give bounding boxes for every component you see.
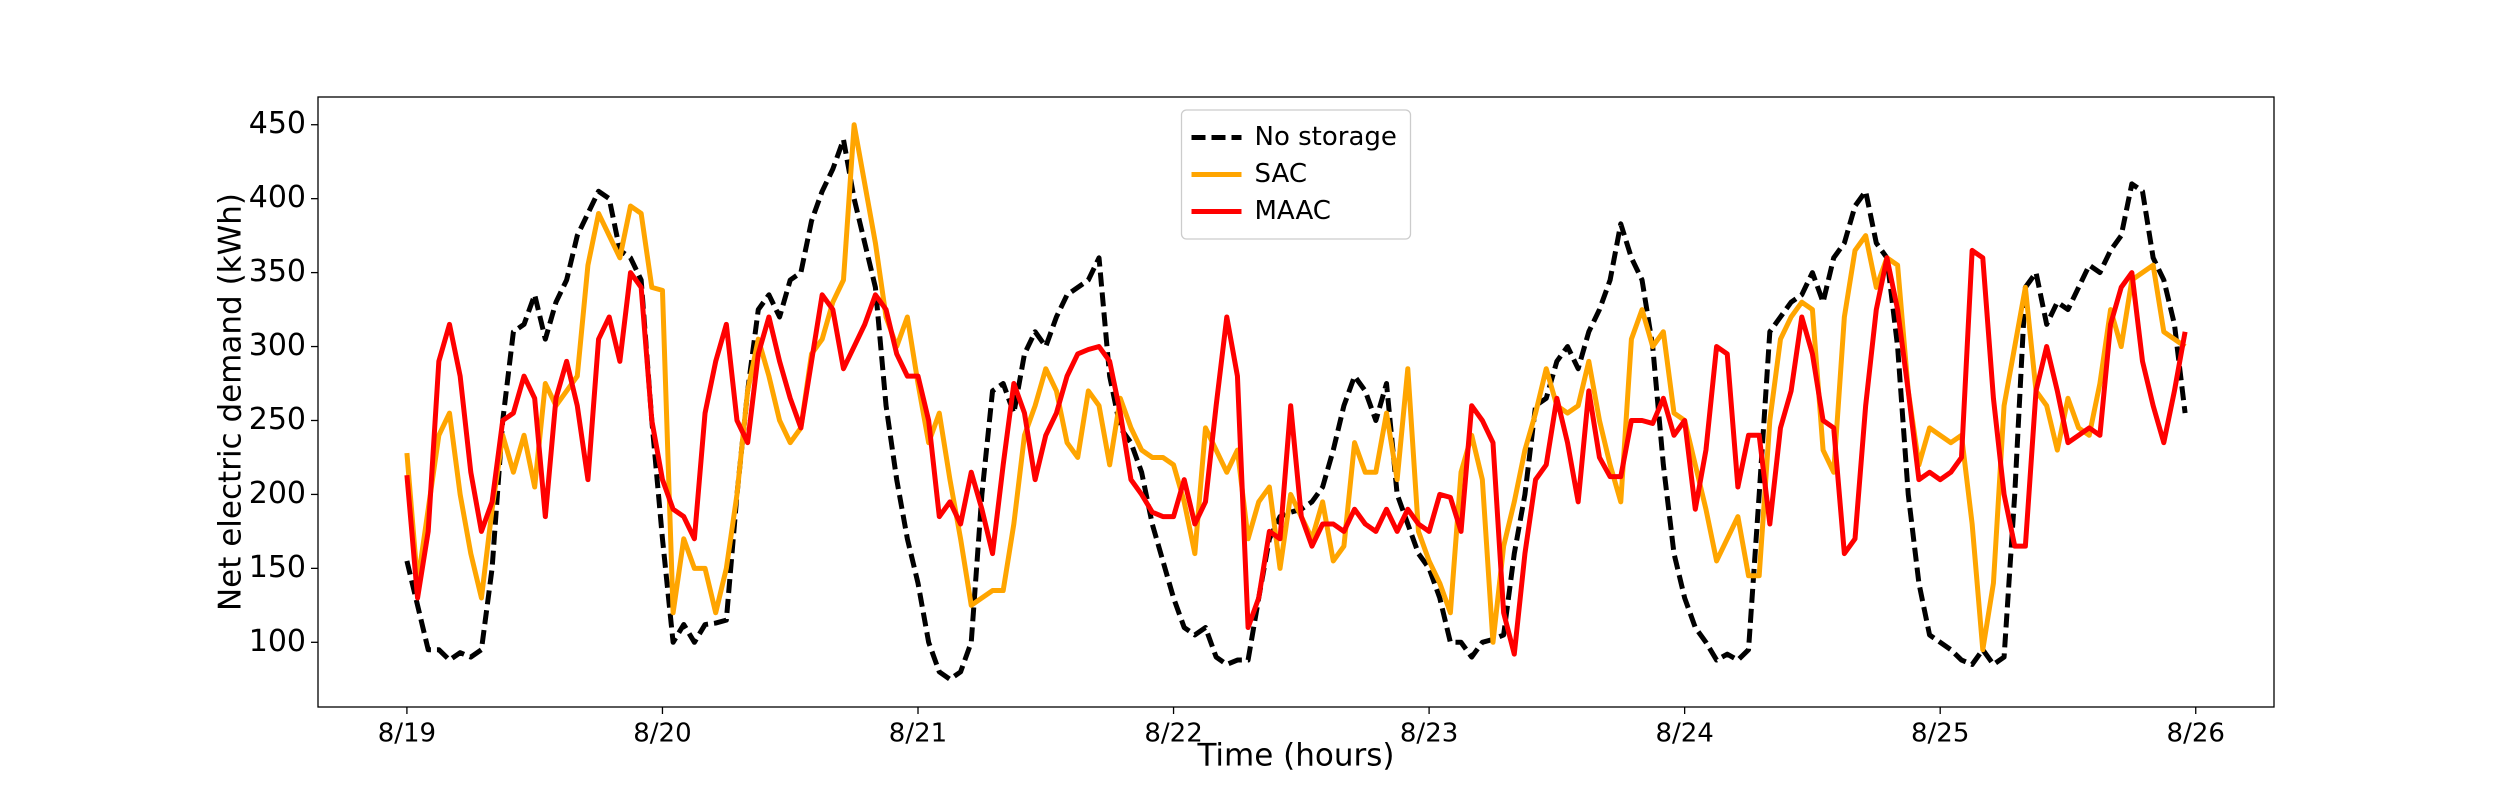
x-axis-label: Time (hours) (1196, 738, 1394, 774)
y-tick-label: 450 (249, 106, 306, 141)
y-tick-label: 200 (249, 476, 306, 511)
y-tick-label: 250 (249, 402, 306, 437)
y-tick-label: 300 (249, 328, 306, 363)
x-tick-label: 8/22 (1144, 719, 1202, 749)
legend: No storage SAC MAAC (1180, 109, 1412, 240)
x-tick-label: 8/19 (378, 719, 436, 749)
legend-box (1180, 109, 1412, 240)
legend-label: SAC (1255, 159, 1307, 189)
y-tick-label: 150 (249, 550, 306, 585)
legend-label: MAAC (1255, 196, 1331, 226)
series-line (404, 247, 2188, 657)
x-tick-label: 8/26 (2167, 719, 2225, 749)
x-tick-label: 8/24 (1655, 719, 1713, 749)
x-tick-label: 8/21 (889, 719, 947, 749)
y-tick-label: 100 (249, 624, 306, 659)
x-tick-label: 8/25 (1911, 719, 1969, 749)
y-tick-label: 400 (249, 180, 306, 215)
y-axis-label: Net electric demand (kWh) (213, 193, 249, 611)
x-tick-label: 8/23 (1400, 719, 1458, 749)
x-tick-label: 8/20 (633, 719, 691, 749)
plot-frame (317, 96, 2275, 708)
y-tick-label: 350 (249, 254, 306, 289)
legend-label: No storage (1255, 122, 1397, 152)
